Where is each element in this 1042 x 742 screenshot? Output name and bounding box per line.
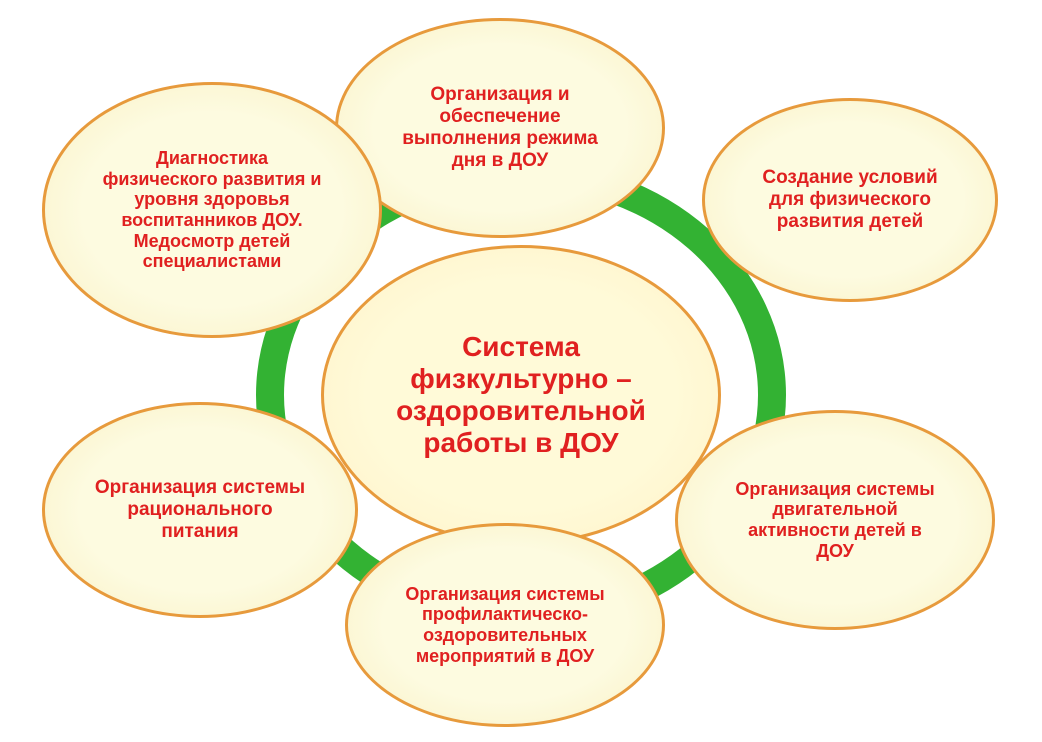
satellite-bottom-right-text: Организация системы двигательной активно… <box>697 479 973 562</box>
satellite-top-right-text: Создание условий для физического развити… <box>722 167 977 233</box>
center-bubble: Система физкультурно – оздоровительной р… <box>321 245 721 545</box>
satellite-top-text: Организация и обеспечение выполнения реж… <box>357 84 642 171</box>
satellite-top-left-text: Диагностика физического развития и уровн… <box>65 148 359 272</box>
satellite-bottom-text: Организация системы профилактическо- озд… <box>367 584 643 667</box>
satellite-bottom: Организация системы профилактическо- озд… <box>345 523 665 727</box>
center-bubble-text: Система физкультурно – оздоровительной р… <box>348 331 695 460</box>
satellite-bottom-left: Организация системы рационального питани… <box>42 402 358 618</box>
satellite-top-right: Создание условий для физического развити… <box>702 98 998 302</box>
satellite-bottom-left-text: Организация системы рационального питани… <box>64 477 337 543</box>
satellite-top-left: Диагностика физического развития и уровн… <box>42 82 382 338</box>
satellite-top: Организация и обеспечение выполнения реж… <box>335 18 665 238</box>
satellite-bottom-right: Организация системы двигательной активно… <box>675 410 995 630</box>
diagram-stage: Система физкультурно – оздоровительной р… <box>0 0 1042 742</box>
